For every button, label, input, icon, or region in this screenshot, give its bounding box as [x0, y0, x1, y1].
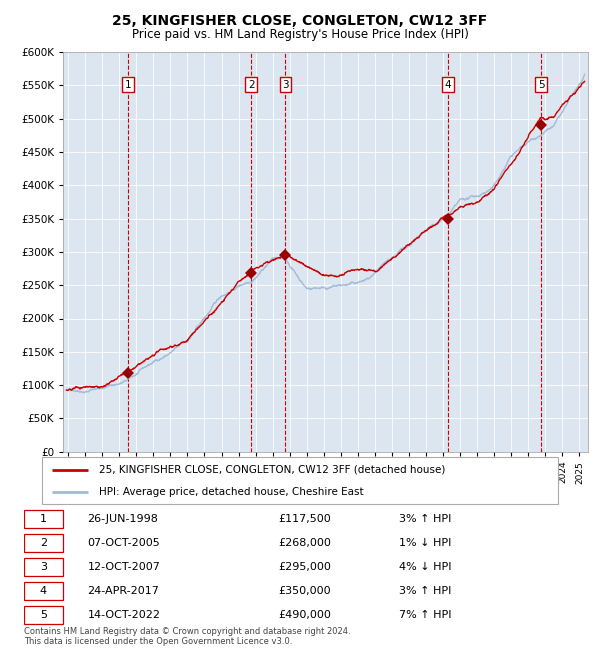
- Text: £295,000: £295,000: [278, 562, 331, 572]
- Text: Price paid vs. HM Land Registry's House Price Index (HPI): Price paid vs. HM Land Registry's House …: [131, 28, 469, 41]
- Text: 14-OCT-2022: 14-OCT-2022: [88, 610, 160, 620]
- FancyBboxPatch shape: [24, 606, 62, 625]
- Text: £268,000: £268,000: [278, 538, 331, 548]
- Text: 25, KINGFISHER CLOSE, CONGLETON, CW12 3FF: 25, KINGFISHER CLOSE, CONGLETON, CW12 3F…: [112, 14, 488, 29]
- Text: 4% ↓ HPI: 4% ↓ HPI: [400, 562, 452, 572]
- FancyBboxPatch shape: [24, 558, 62, 577]
- Text: 1: 1: [124, 80, 131, 90]
- Text: 3% ↑ HPI: 3% ↑ HPI: [400, 514, 452, 524]
- Text: 4: 4: [445, 80, 452, 90]
- Text: 07-OCT-2005: 07-OCT-2005: [88, 538, 160, 548]
- Text: 1: 1: [40, 514, 47, 524]
- FancyBboxPatch shape: [24, 510, 62, 528]
- Text: 5: 5: [538, 80, 544, 90]
- Text: 24-APR-2017: 24-APR-2017: [88, 586, 160, 596]
- Text: 3: 3: [282, 80, 289, 90]
- Text: 2: 2: [40, 538, 47, 548]
- FancyBboxPatch shape: [24, 582, 62, 601]
- Text: 2: 2: [248, 80, 254, 90]
- FancyBboxPatch shape: [24, 534, 62, 552]
- Text: 12-OCT-2007: 12-OCT-2007: [88, 562, 160, 572]
- Text: Contains HM Land Registry data © Crown copyright and database right 2024.: Contains HM Land Registry data © Crown c…: [24, 627, 350, 636]
- Text: 4: 4: [40, 586, 47, 596]
- Text: £350,000: £350,000: [278, 586, 331, 596]
- Text: HPI: Average price, detached house, Cheshire East: HPI: Average price, detached house, Ches…: [99, 487, 364, 497]
- Text: £490,000: £490,000: [278, 610, 331, 620]
- Text: 3: 3: [40, 562, 47, 572]
- FancyBboxPatch shape: [42, 457, 558, 504]
- Text: 3% ↑ HPI: 3% ↑ HPI: [400, 586, 452, 596]
- Text: 26-JUN-1998: 26-JUN-1998: [88, 514, 158, 524]
- Text: This data is licensed under the Open Government Licence v3.0.: This data is licensed under the Open Gov…: [24, 636, 292, 645]
- Text: 25, KINGFISHER CLOSE, CONGLETON, CW12 3FF (detached house): 25, KINGFISHER CLOSE, CONGLETON, CW12 3F…: [99, 465, 445, 474]
- Text: 5: 5: [40, 610, 47, 620]
- Text: £117,500: £117,500: [278, 514, 331, 524]
- Text: 1% ↓ HPI: 1% ↓ HPI: [400, 538, 452, 548]
- Text: 7% ↑ HPI: 7% ↑ HPI: [400, 610, 452, 620]
